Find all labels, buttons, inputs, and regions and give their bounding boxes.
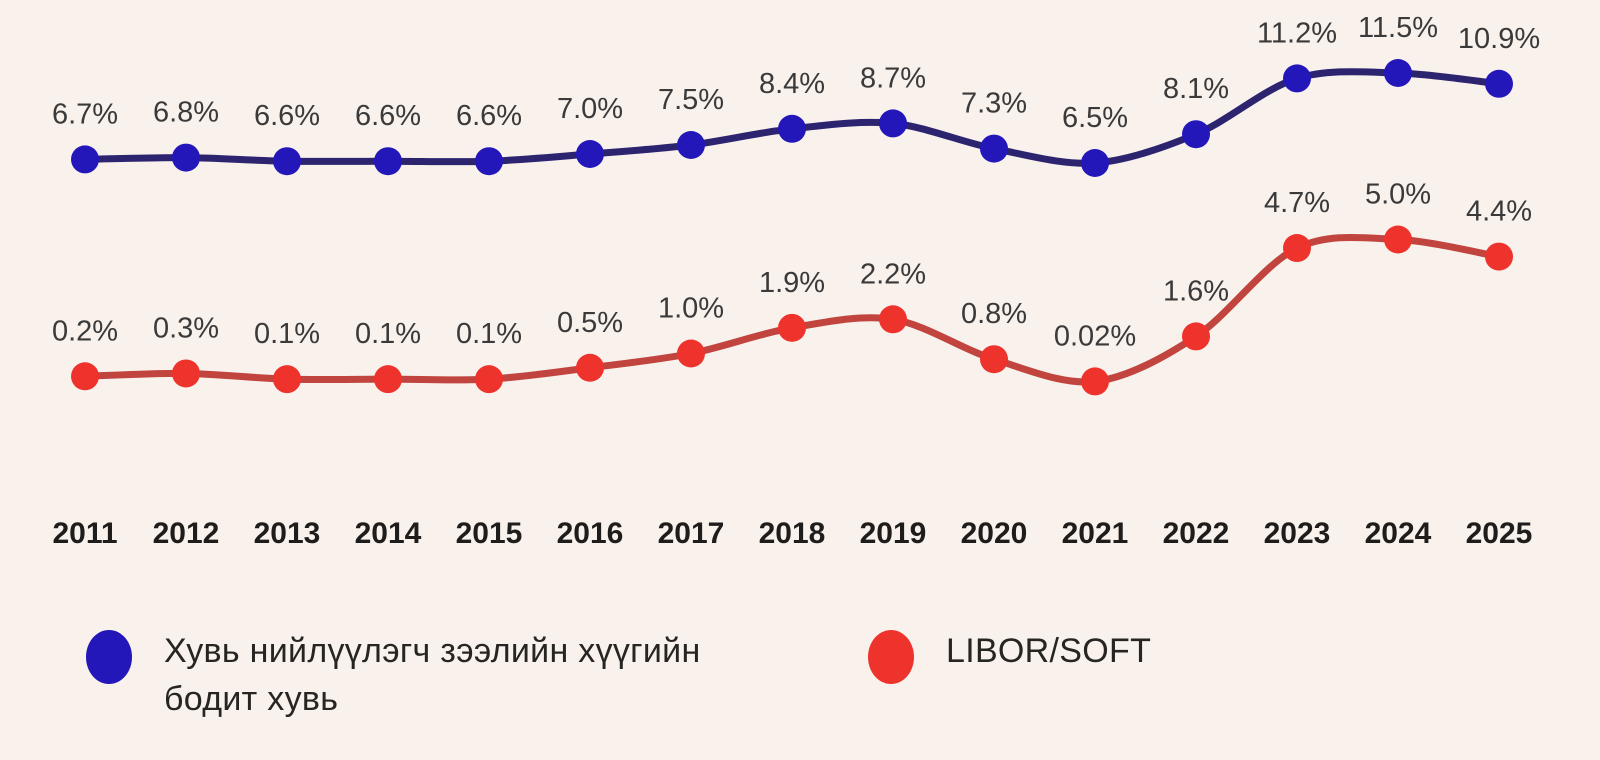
x-axis-year-label: 2020: [961, 517, 1028, 550]
data-label: 5.0%: [1365, 179, 1431, 211]
x-axis-year-label: 2021: [1062, 517, 1129, 550]
x-axis-year-label: 2017: [658, 517, 725, 550]
series-point-red-2023: [1283, 234, 1311, 263]
data-label: 0.1%: [355, 318, 421, 350]
data-label: 8.7%: [860, 62, 926, 94]
x-axis-year-label: 2022: [1163, 517, 1230, 550]
legend: Хувь нийлүүлэгч зээлийн хүүгийн бодит ху…: [0, 628, 1600, 758]
x-axis-year-label: 2016: [557, 517, 624, 550]
legend-label-supplier-loan-rate: Хувь нийлүүлэгч зээлийн хүүгийн бодит ху…: [164, 632, 701, 718]
data-label: 0.2%: [52, 315, 118, 347]
series-point-blue-2012: [172, 143, 200, 172]
series-point-red-2019: [879, 305, 907, 334]
series-point-blue-2021: [1081, 149, 1109, 177]
legend-blue-circle-icon: [86, 630, 132, 684]
series-point-blue-2025: [1485, 69, 1513, 98]
series-point-red-2012: [172, 359, 200, 388]
series-point-red-2015: [475, 365, 503, 394]
data-label: 7.0%: [557, 93, 623, 125]
line-chart-plot-area: 6.7% 6.8% 6.6% 6.6% 6.6% 7.0% 7.5% 8.4% 8.7% 7.3%…: [52, 12, 1540, 550]
legend-item-supplier-loan-rate: Хувь нийлүүлэгч зээлийн хүүгийн бодит ху…: [86, 628, 739, 723]
data-label: 1.0%: [658, 293, 724, 325]
series-point-blue-2023: [1283, 64, 1311, 93]
x-axis-year-label: 2024: [1365, 517, 1432, 550]
data-label: 7.5%: [658, 84, 724, 116]
data-label: 6.6%: [355, 100, 421, 132]
series-point-blue-2016: [576, 140, 604, 168]
series-point-blue-2015: [475, 147, 503, 176]
series-point-red-2014: [374, 365, 402, 394]
series-point-red-2018: [778, 313, 806, 342]
data-label: 0.5%: [557, 307, 623, 339]
data-label: 11.5%: [1358, 12, 1438, 44]
data-label: 1.6%: [1163, 275, 1229, 307]
legend-item-libor-soft: LIBOR/SOFT: [868, 628, 1151, 684]
data-label: 0.1%: [254, 318, 320, 350]
series-point-blue-2019: [879, 109, 907, 138]
data-label: 4.7%: [1264, 187, 1330, 219]
data-label: 6.8%: [153, 97, 219, 129]
x-axis-year-label: 2018: [759, 517, 826, 550]
series-point-blue-2013: [273, 147, 301, 176]
data-label: 1.9%: [759, 267, 825, 299]
x-axis-year-label: 2014: [355, 517, 422, 550]
data-label: 2.2%: [860, 258, 926, 290]
data-label: 0.8%: [961, 298, 1027, 330]
data-label: 10.9%: [1458, 23, 1540, 55]
series-point-blue-2017: [677, 131, 705, 159]
series-point-red-2022: [1182, 322, 1210, 351]
data-label: 7.3%: [961, 88, 1027, 120]
x-axis-year-label: 2012: [153, 517, 220, 550]
series-point-red-2017: [677, 339, 705, 368]
data-label: 0.3%: [153, 312, 219, 344]
series-point-blue-2011: [71, 145, 99, 174]
data-label: 8.4%: [759, 68, 825, 100]
data-label: 0.1%: [456, 318, 522, 350]
x-axis-year-label: 2023: [1264, 517, 1331, 550]
x-axis-year-label: 2013: [254, 517, 321, 550]
series-point-blue-2022: [1182, 120, 1210, 149]
legend-label-libor-soft: LIBOR/SOFT: [946, 632, 1152, 670]
series-point-blue-2018: [778, 114, 806, 143]
x-axis-year-label: 2025: [1466, 517, 1533, 550]
series-point-red-2021: [1081, 367, 1109, 396]
series-point-red-2024: [1384, 225, 1412, 254]
series-point-red-2016: [576, 353, 604, 382]
data-label: 6.6%: [254, 100, 320, 132]
data-label: 6.7%: [52, 98, 118, 130]
legend-red-circle-icon: [868, 630, 914, 684]
data-label: 8.1%: [1163, 73, 1229, 105]
x-axis-year-label: 2019: [860, 517, 927, 550]
series-point-blue-2020: [980, 134, 1008, 163]
data-label: 0.02%: [1054, 320, 1136, 352]
data-label: 11.2%: [1257, 17, 1337, 49]
data-label: 6.5%: [1062, 102, 1128, 134]
series-point-blue-2014: [374, 147, 402, 176]
series-point-red-2013: [273, 365, 301, 394]
series-line-red: [81, 233, 1503, 386]
x-axis-year-label: 2015: [456, 517, 523, 550]
series-point-red-2020: [980, 345, 1008, 374]
data-label: 4.4%: [1466, 196, 1532, 228]
data-label: 6.6%: [456, 100, 522, 132]
x-axis-year-label: 2011: [52, 517, 117, 550]
series-point-red-2011: [71, 362, 99, 391]
series-point-red-2025: [1485, 242, 1513, 271]
series-point-blue-2024: [1384, 59, 1412, 87]
